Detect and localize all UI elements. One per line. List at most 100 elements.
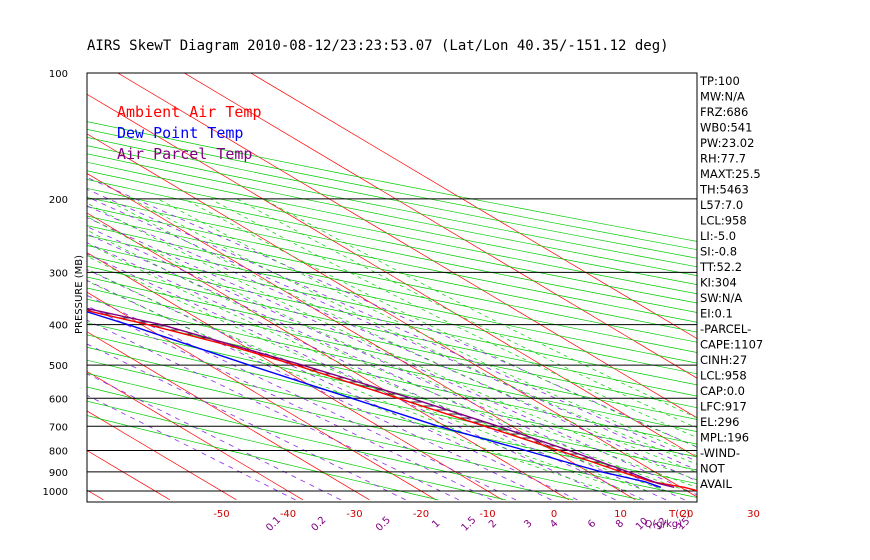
pressure-tick-label: 500 <box>49 361 68 372</box>
mixing-ratio-line <box>87 269 578 501</box>
bottom-temperature-tick-label: -30 <box>346 509 362 520</box>
mixing-ratio-tick-label: 0.5 <box>374 515 393 534</box>
bottom-temperature-unit: T(C) <box>668 509 690 520</box>
dry-adiabat-line <box>87 153 697 277</box>
moist-adiabat-line <box>262 198 697 419</box>
pressure-tick-label: 900 <box>49 468 68 479</box>
profile-curves <box>87 307 697 492</box>
index-text: NOT <box>700 462 726 476</box>
pressure-tick-label: 300 <box>49 268 68 279</box>
mixing-ratio-tick-label: 0.2 <box>309 515 328 534</box>
bottom-temperature-tick-label: 0 <box>551 509 557 520</box>
index-text: SW:N/A <box>700 291 742 305</box>
index-text: KI:304 <box>700 276 737 290</box>
dry-adiabat-line <box>87 179 697 304</box>
mixing-ratio-line <box>87 343 406 501</box>
index-text: TP:100 <box>699 74 740 88</box>
legend-entry: Dew Point Temp <box>117 124 243 142</box>
index-text: AVAIL <box>700 477 733 491</box>
index-text: EL:296 <box>700 415 740 429</box>
index-text: TT:52.2 <box>699 260 742 274</box>
index-text: L57:7.0 <box>700 198 743 212</box>
isotherm-line <box>87 370 304 501</box>
pressure-tick-label: 400 <box>49 321 68 332</box>
legend-entry: Ambient Air Temp <box>117 103 262 121</box>
mixing-ratio-tick-label: 3 <box>522 518 534 530</box>
pressure-tick-label: 200 <box>49 195 68 206</box>
dry-adiabat-line <box>87 372 641 501</box>
dry-adiabat-line <box>87 215 697 343</box>
mixing-ratio-line <box>87 188 697 462</box>
index-text: TH:5463 <box>699 183 749 197</box>
moist-adiabat-line <box>87 202 697 481</box>
dry-adiabat-line <box>87 276 697 409</box>
mixing-ratio-line <box>87 226 685 501</box>
index-text: MW:N/A <box>700 90 745 104</box>
index-text: MPL:196 <box>700 431 749 445</box>
legend: Ambient Air Temp Dew Point Temp Air Parcel… <box>117 103 262 163</box>
y-axis-label: PRESSURE (MB) <box>74 255 85 334</box>
moist-adiabat-line <box>131 198 697 465</box>
series-line <box>87 307 675 488</box>
mixing-ratio-unit: Q(g/kg) <box>644 519 682 530</box>
pressure-tick-label: 1000 <box>43 487 68 498</box>
dry-adiabat-line <box>87 170 697 295</box>
isotherm-line <box>250 73 697 340</box>
dry-adiabat-line <box>87 359 697 498</box>
isotherm-line <box>87 410 237 501</box>
moist-adiabat-line <box>87 280 608 492</box>
mixing-ratio-line <box>87 233 667 501</box>
bottom-temperature-tick-label: -10 <box>479 509 495 520</box>
mixing-ratio-tick-label: 2 <box>487 518 499 530</box>
index-text: -WIND- <box>700 446 740 460</box>
index-text: RH:77.7 <box>700 152 746 166</box>
dry-adiabat-line <box>87 287 697 420</box>
bottom-temperature-tick-labels: -50 -40 -30 -20 -10 0 10 20 30 T(C) <box>213 509 760 520</box>
mixing-ratio-tick-label: 1 <box>430 518 442 530</box>
pressure-tick-label: 100 <box>49 69 68 80</box>
dry-adiabat-line <box>87 310 697 445</box>
mixing-ratio-tick-label: 6 <box>586 518 598 530</box>
moist-adiabat-line <box>87 268 628 492</box>
isotherm-line <box>0 64 37 500</box>
bottom-temperature-tick-label: -40 <box>280 509 296 520</box>
mixing-ratio-tick-label: 4 <box>548 518 560 530</box>
pressure-tick-label: 700 <box>49 422 68 433</box>
mixing-ratio-tick-label: 1.5 <box>460 515 479 534</box>
isotherm-line <box>87 173 636 501</box>
isotherm-line <box>87 252 503 501</box>
dry-adiabat-line <box>87 129 697 251</box>
isotherm-line <box>183 73 697 379</box>
legend-entry: Air Parcel Temp <box>117 145 252 163</box>
index-text: CINH:27 <box>700 353 747 367</box>
dry-adiabat-line <box>87 145 697 268</box>
plot-frame <box>86 72 698 503</box>
dry-adiabat-line <box>87 346 697 484</box>
mixing-ratio-line <box>87 305 492 501</box>
pressure-grid <box>86 72 698 503</box>
series-line <box>87 309 697 492</box>
bottom-temperature-tick-label: 10 <box>614 509 627 520</box>
isotherm-line <box>117 73 697 419</box>
chart-title: AIRS SkewT Diagram 2010-08-12/23:23:53.0… <box>87 38 669 54</box>
moist-adiabat-line <box>87 216 697 488</box>
dry-adiabat-line <box>87 298 697 432</box>
pressure-tick-label: 600 <box>49 394 68 405</box>
index-text: LI:-5.0 <box>700 229 736 243</box>
index-text: PW:23.02 <box>700 136 754 150</box>
dry-adiabat-line <box>87 187 697 313</box>
index-text: -PARCEL- <box>700 322 751 336</box>
dry-adiabat-line <box>87 235 697 364</box>
pressure-tick-label: 800 <box>49 446 68 457</box>
mixing-ratio-line <box>87 196 697 471</box>
dry-adiabat-line <box>87 161 697 286</box>
isotherm-line <box>87 331 370 501</box>
index-text: WB0:541 <box>700 121 752 135</box>
dry-adiabat-line <box>87 225 697 353</box>
dry-adiabat-line <box>87 265 697 397</box>
dry-adiabat-line <box>87 206 697 333</box>
dry-adiabat-line <box>87 386 574 501</box>
bottom-temperature-tick-label: 30 <box>747 509 760 520</box>
mixing-ratio-line <box>87 217 697 496</box>
